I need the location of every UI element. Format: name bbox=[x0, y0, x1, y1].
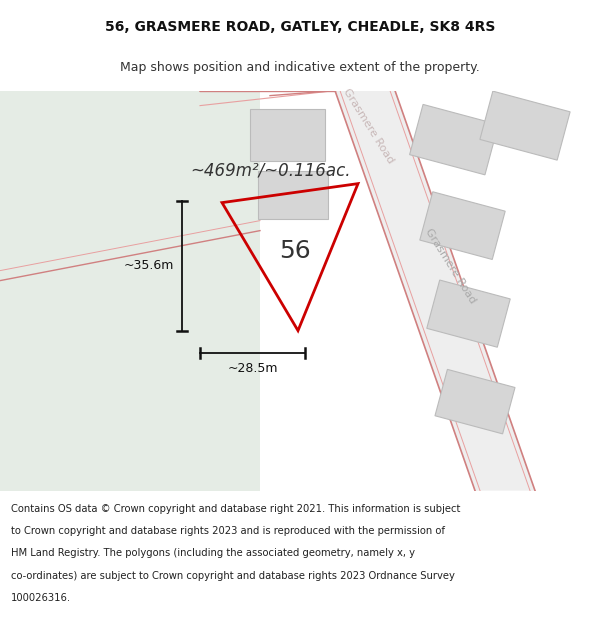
Polygon shape bbox=[435, 369, 515, 434]
Text: ~35.6m: ~35.6m bbox=[124, 259, 174, 272]
Text: HM Land Registry. The polygons (including the associated geometry, namely x, y: HM Land Registry. The polygons (includin… bbox=[11, 548, 415, 558]
Text: 56: 56 bbox=[279, 239, 311, 262]
Text: Map shows position and indicative extent of the property.: Map shows position and indicative extent… bbox=[120, 61, 480, 74]
Polygon shape bbox=[410, 104, 499, 175]
Text: co-ordinates) are subject to Crown copyright and database rights 2023 Ordnance S: co-ordinates) are subject to Crown copyr… bbox=[11, 571, 455, 581]
Text: Grasmere Road: Grasmere Road bbox=[341, 86, 395, 165]
Bar bbox=[250, 109, 325, 161]
Polygon shape bbox=[420, 192, 505, 259]
Text: to Crown copyright and database rights 2023 and is reproduced with the permissio: to Crown copyright and database rights 2… bbox=[11, 526, 445, 536]
Text: Grasmere Road: Grasmere Road bbox=[423, 226, 477, 305]
Polygon shape bbox=[0, 91, 260, 491]
Text: ~469m²/~0.116ac.: ~469m²/~0.116ac. bbox=[190, 162, 350, 179]
Polygon shape bbox=[480, 91, 570, 160]
Text: 56, GRASMERE ROAD, GATLEY, CHEADLE, SK8 4RS: 56, GRASMERE ROAD, GATLEY, CHEADLE, SK8 … bbox=[105, 20, 495, 34]
Text: 100026316.: 100026316. bbox=[11, 592, 71, 602]
Text: Contains OS data © Crown copyright and database right 2021. This information is : Contains OS data © Crown copyright and d… bbox=[11, 504, 460, 514]
Text: ~28.5m: ~28.5m bbox=[227, 362, 278, 375]
Polygon shape bbox=[427, 280, 510, 348]
Bar bbox=[258, 171, 328, 219]
Polygon shape bbox=[335, 91, 535, 491]
